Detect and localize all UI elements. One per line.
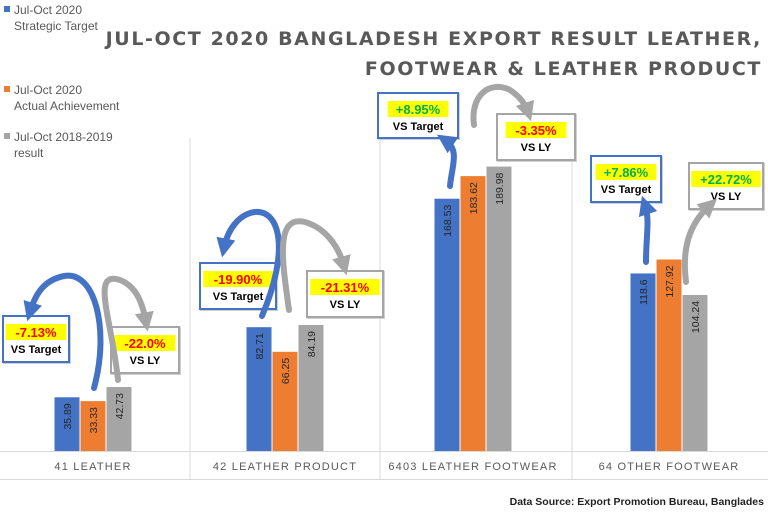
legend-swatch-target [4, 6, 10, 12]
category-label-4: 64 OTHER FOOTWEAR [599, 461, 740, 473]
vs-ly-pct-1: -22.0% [124, 336, 166, 351]
data-label-g2-s1: 82.71 [254, 333, 266, 359]
chart-title-line-2: FOOTWEAR & LEATHER PRODUCT [364, 58, 762, 80]
legend-item-last-year: Jul-Oct 2018-2019 result [4, 129, 113, 161]
data-label-g1-s2: 33.33 [88, 407, 100, 433]
vs-target-pct-1: -7.13% [15, 325, 57, 340]
data-label-g2-s2: 66.25 [280, 358, 292, 384]
vs-target-badge-4: +7.86% VS Target [590, 155, 663, 204]
vs-ly-arrow-4 [681, 198, 718, 285]
data-label-g4-s3: 104.24 [690, 301, 702, 333]
data-label-g3-s2: 183.62 [468, 182, 480, 214]
vs-target-label-1: VS Target [11, 344, 62, 356]
legend-label-target-2: Strategic Target [14, 19, 98, 33]
vs-target-arrow-1 [23, 272, 104, 391]
vs-ly-pct-4: +22.72% [700, 172, 752, 187]
data-label-g2-s3: 84.19 [306, 331, 318, 357]
vs-ly-highlight-2 [310, 279, 380, 295]
vs-ly-pct-3: -3.35% [515, 123, 557, 138]
legend-item-target: Jul-Oct 2020 Strategic Target [4, 2, 98, 34]
data-label-g4-s1: 118.6 [638, 279, 650, 305]
bar-g1-s2 [80, 401, 106, 451]
category-label-3: 6403 LEATHER FOOTWEAR [388, 461, 557, 473]
vs-target-label-4: VS Target [601, 184, 652, 196]
vs-target-arrow-2 [216, 209, 282, 319]
bar-g2-s1 [246, 327, 272, 451]
data-label-g4-s2: 127.92 [664, 265, 676, 297]
legend-item-actual: Jul-Oct 2020 Actual Achievement [4, 82, 120, 114]
bar-g4-s3 [682, 294, 708, 451]
vs-ly-pct-2: -21.31% [321, 280, 370, 295]
vs-target-label-3: VS Target [393, 121, 444, 133]
legend-label-last-year-1: Jul-Oct 2018-2019 [14, 130, 113, 144]
vs-ly-badge-1: -22.0% VS LY [110, 326, 181, 375]
bar-g4-s1 [630, 273, 656, 451]
vs-ly-badge-2: -21.31% VS LY [306, 270, 385, 319]
bar-g3-s2 [460, 176, 486, 452]
data-label-g1-s3: 42.73 [114, 393, 126, 419]
bar-g4-s2 [656, 259, 682, 451]
bar-g1-s3 [106, 387, 132, 451]
vs-target-highlight-1 [5, 324, 67, 340]
data-label-g1-s1: 35.89 [62, 403, 74, 429]
vs-ly-highlight-1 [114, 335, 176, 351]
bar-g2-s3 [298, 324, 324, 451]
data-source-note: Data Source: Export Promotion Bureau, Ba… [509, 496, 764, 508]
legend-label-actual-2: Actual Achievement [14, 99, 120, 113]
vs-ly-arrow-2 [279, 218, 351, 313]
vs-ly-arrow-1 [101, 275, 154, 383]
data-label-g3-s3: 189.98 [494, 172, 506, 204]
vs-target-label-2: VS Target [213, 291, 264, 303]
vs-ly-label-4: VS LY [711, 191, 742, 203]
bar-g2-s2 [272, 351, 298, 451]
vs-target-badge-1: -7.13% VS Target [2, 315, 71, 364]
bar-g3-s1 [434, 198, 460, 451]
legend-label-target-1: Jul-Oct 2020 [14, 3, 83, 17]
data-label-g3-s1: 168.53 [442, 205, 454, 237]
vs-target-badge-2: -19.90% VS Target [199, 262, 278, 311]
vs-ly-highlight-4 [691, 171, 761, 187]
vs-ly-highlight-3 [505, 122, 567, 138]
vs-target-pct-2: -19.90% [214, 272, 263, 287]
vs-ly-badge-4: +22.72% VS LY [688, 162, 765, 211]
vs-target-badge-3: +8.95% VS Target [377, 92, 460, 140]
chart-title-line-1: JUL-OCT 2020 BANGLADESH EXPORT RESULT LE… [105, 28, 762, 50]
vs-ly-label-1: VS LY [130, 355, 161, 367]
vs-target-highlight-2 [203, 271, 273, 287]
vs-target-pct-4: +7.86% [604, 165, 649, 180]
vs-target-highlight-3 [387, 101, 449, 117]
vs-target-highlight-4 [595, 164, 657, 180]
legend-label-last-year-2: result [14, 146, 44, 160]
vs-target-arrow-3 [437, 134, 459, 189]
bar-g1-s1 [54, 397, 80, 451]
vs-ly-label-3: VS LY [521, 142, 552, 154]
bar-g3-s3 [486, 166, 512, 451]
vs-ly-arrow-3 [470, 83, 535, 128]
vs-target-arrow-4 [638, 195, 658, 265]
category-label-1: 41 LEATHER [54, 461, 131, 473]
vs-target-pct-3: +8.95% [396, 102, 441, 117]
legend-swatch-last-year [4, 133, 10, 139]
legend-label-actual-1: Jul-Oct 2020 [14, 83, 83, 97]
vs-ly-label-2: VS LY [330, 299, 361, 311]
category-label-2: 42 LEATHER PRODUCT [213, 461, 357, 473]
vs-ly-badge-3: -3.35% VS LY [496, 113, 577, 162]
legend-swatch-actual [4, 86, 10, 92]
